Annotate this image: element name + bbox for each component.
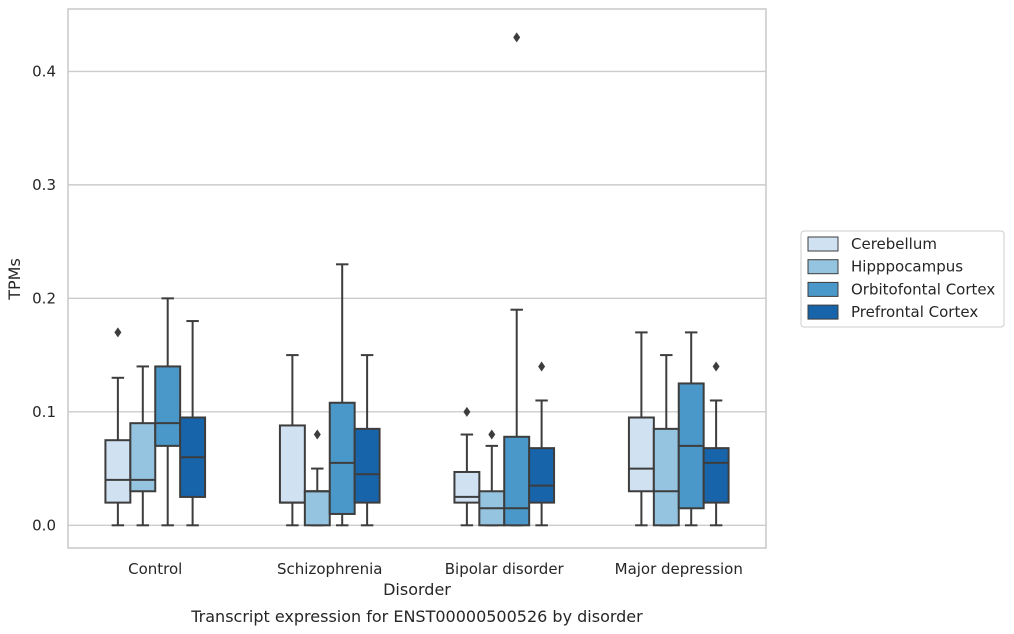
outlier-point [114,327,122,338]
legend-swatch [807,259,839,275]
x-axis-label: Disorder [383,580,451,599]
box-prefrontal-cortex [528,361,556,527]
legend-items: Cerebellum Hipppocampus Orbitofontal Corte… [807,235,995,321]
box-hipppocampus [652,354,680,527]
box-iqr [652,427,680,527]
plot-area-frame [67,8,767,549]
legend: Cerebellum Hipppocampus Orbitofontal Corte… [800,230,1005,328]
box-iqr [453,470,481,504]
box-hipppocampus [478,429,506,527]
box-prefrontal-cortex [353,354,381,527]
box-cerebellum [104,327,132,527]
box-iqr [528,447,556,504]
y-tick-label: 0.2 [32,289,56,307]
box-iqr [328,401,356,515]
box-iqr [104,439,132,504]
outlier-point [463,406,471,417]
y-tick-label: 0.4 [32,62,56,80]
legend-frame [800,230,1005,328]
box-orbitofontal-cortex [328,263,356,527]
legend-swatch [807,236,839,252]
legend-label: Hipppocampus [851,258,963,276]
y-tick-label: 0.1 [32,403,56,421]
y-tick-label: 0.3 [32,176,56,194]
boxes-layer [104,32,730,527]
box-hipppocampus [129,365,157,527]
legend-label: Prefrontal Cortex [851,303,978,321]
chart-caption: Transcript expression for ENST0000050052… [190,607,643,626]
outlier-point [712,361,720,372]
box-prefrontal-cortex [179,320,207,527]
legend-label: Orbitofontal Cortex [851,280,995,298]
legend-swatch [807,304,839,320]
box-orbitofontal-cortex [154,297,182,527]
box-prefrontal-cortex [702,361,730,527]
y-tick-labels: 0.0 0.1 0.2 0.3 0.4 [32,62,56,534]
box-iqr [503,435,531,527]
legend-swatch [807,281,839,297]
x-tick-label: Bipolar disorder [445,560,565,578]
x-tick-label: Control [128,560,182,578]
y-axis-label: TPMs [5,258,24,301]
outlier-point [513,32,521,43]
outlier-point [538,361,546,372]
x-tick-label: Major depression [615,560,743,578]
box-cerebellum [278,354,306,527]
box-cerebellum [453,406,481,527]
box-iqr [154,365,182,447]
box-iqr [702,447,730,504]
box-iqr [627,416,655,493]
y-tick-label: 0.0 [32,516,56,534]
box-iqr [303,490,331,527]
x-tick-labels: Control Schizophrenia Bipolar disorder Majo… [128,560,743,578]
gridlines [68,70,766,527]
x-tick-label: Schizophrenia [277,560,382,578]
legend-label: Cerebellum [851,235,937,253]
box-iqr [129,422,157,493]
box-orbitofontal-cortex [503,32,531,527]
box-iqr [353,427,381,504]
box-orbitofontal-cortex [677,331,705,527]
box-iqr [278,424,306,504]
box-cerebellum [627,331,655,527]
outlier-point [488,429,496,440]
outlier-point [313,429,321,440]
box-hipppocampus [303,429,331,527]
